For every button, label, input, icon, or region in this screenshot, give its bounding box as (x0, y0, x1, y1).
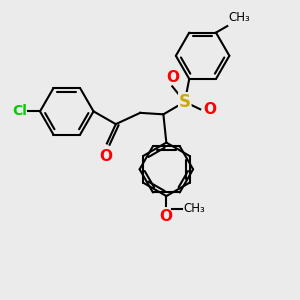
Text: O: O (166, 70, 179, 85)
Text: S: S (179, 93, 191, 111)
Text: CH₃: CH₃ (183, 202, 205, 215)
Text: O: O (99, 149, 112, 164)
Text: O: O (159, 208, 172, 224)
Text: CH₃: CH₃ (229, 11, 250, 24)
Text: Cl: Cl (12, 104, 27, 118)
Text: O: O (203, 102, 216, 117)
